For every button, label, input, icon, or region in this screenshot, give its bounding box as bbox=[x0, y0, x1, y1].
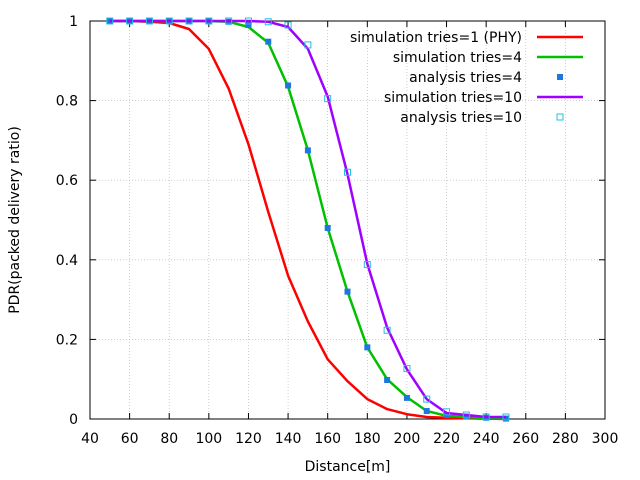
legend-label: simulation tries=4 bbox=[393, 50, 522, 66]
x-tick-label: 140 bbox=[275, 431, 302, 447]
x-tick-label: 220 bbox=[433, 431, 460, 447]
data-point bbox=[205, 17, 213, 25]
x-tick-label: 160 bbox=[314, 431, 341, 447]
legend-swatch bbox=[557, 74, 563, 80]
data-point bbox=[106, 17, 114, 25]
x-tick-label: 260 bbox=[512, 431, 539, 447]
data-point bbox=[244, 17, 252, 25]
data-point bbox=[403, 394, 410, 401]
x-tick-label: 100 bbox=[195, 431, 222, 447]
x-tick-label: 40 bbox=[81, 431, 99, 447]
x-tick-label: 180 bbox=[354, 431, 381, 447]
axis-ticks: 40 60 80 100 120 140 160 180 200 220 240 260 280 300 0… bbox=[56, 14, 619, 447]
x-tick-label: 200 bbox=[394, 431, 421, 447]
legend-item: analysis tries=4 bbox=[409, 70, 563, 86]
series-line bbox=[109, 19, 507, 421]
x-tick-label: 240 bbox=[473, 431, 500, 447]
data-point bbox=[364, 344, 371, 351]
legend-item: simulation tries=4 bbox=[393, 50, 583, 66]
legend-label: analysis tries=10 bbox=[400, 110, 522, 126]
x-axis-label: Distance[m] bbox=[305, 459, 391, 475]
data-point bbox=[126, 17, 134, 25]
data-point bbox=[344, 168, 351, 176]
x-tick-label: 60 bbox=[121, 431, 139, 447]
data-point bbox=[304, 147, 311, 154]
data-point bbox=[463, 413, 470, 420]
data-point bbox=[403, 364, 411, 372]
data-point bbox=[423, 408, 430, 415]
data-point bbox=[344, 288, 351, 295]
data-point bbox=[462, 411, 470, 419]
data-point bbox=[225, 17, 233, 25]
legend: simulation tries=1 (PHY) simulation tries… bbox=[350, 30, 583, 126]
y-tick-label: 0 bbox=[69, 412, 78, 428]
x-tick-label: 280 bbox=[552, 431, 579, 447]
data-point bbox=[284, 21, 292, 29]
data-point bbox=[324, 224, 331, 231]
data-point bbox=[145, 17, 153, 25]
legend-item: analysis tries=10 bbox=[400, 110, 564, 126]
legend-item: simulation tries=1 (PHY) bbox=[350, 30, 583, 46]
data-point bbox=[285, 82, 292, 89]
legend-label: analysis tries=4 bbox=[409, 70, 522, 86]
data-point bbox=[383, 326, 391, 334]
data-point bbox=[384, 376, 391, 383]
x-tick-label: 120 bbox=[235, 431, 262, 447]
data-point bbox=[185, 17, 193, 25]
series-line bbox=[109, 19, 506, 419]
data-point bbox=[502, 413, 510, 421]
series-analysis-tries-10 bbox=[106, 17, 510, 421]
data-point bbox=[482, 413, 490, 421]
data-point bbox=[363, 261, 371, 269]
data-point bbox=[423, 395, 431, 403]
legend-item: simulation tries=10 bbox=[384, 90, 583, 106]
data-point bbox=[264, 18, 272, 26]
legend-label: simulation tries=1 (PHY) bbox=[350, 30, 522, 46]
y-tick-label: 0.8 bbox=[56, 94, 78, 110]
y-tick-label: 0.6 bbox=[56, 173, 78, 189]
x-tick-label: 300 bbox=[592, 431, 619, 447]
series-simulation-tries-10 bbox=[109, 19, 506, 419]
data-point bbox=[502, 415, 509, 422]
y-axis-label: PDR(packed delivery ratio) bbox=[7, 126, 23, 314]
series-simulation-tries-1-phy bbox=[109, 19, 507, 421]
x-tick-label: 80 bbox=[160, 431, 178, 447]
data-point bbox=[443, 408, 451, 416]
data-point bbox=[165, 17, 173, 25]
y-tick-label: 0.4 bbox=[56, 253, 78, 269]
y-tick-label: 0.2 bbox=[56, 332, 78, 348]
data-point bbox=[265, 38, 272, 45]
plot-frame bbox=[89, 20, 606, 420]
legend-label: simulation tries=10 bbox=[384, 90, 522, 106]
series-group bbox=[106, 17, 510, 422]
data-point bbox=[245, 21, 252, 28]
data-point bbox=[324, 95, 332, 103]
legend-swatch bbox=[556, 113, 564, 121]
y-tick-label: 1 bbox=[69, 14, 78, 30]
data-point bbox=[304, 41, 312, 49]
